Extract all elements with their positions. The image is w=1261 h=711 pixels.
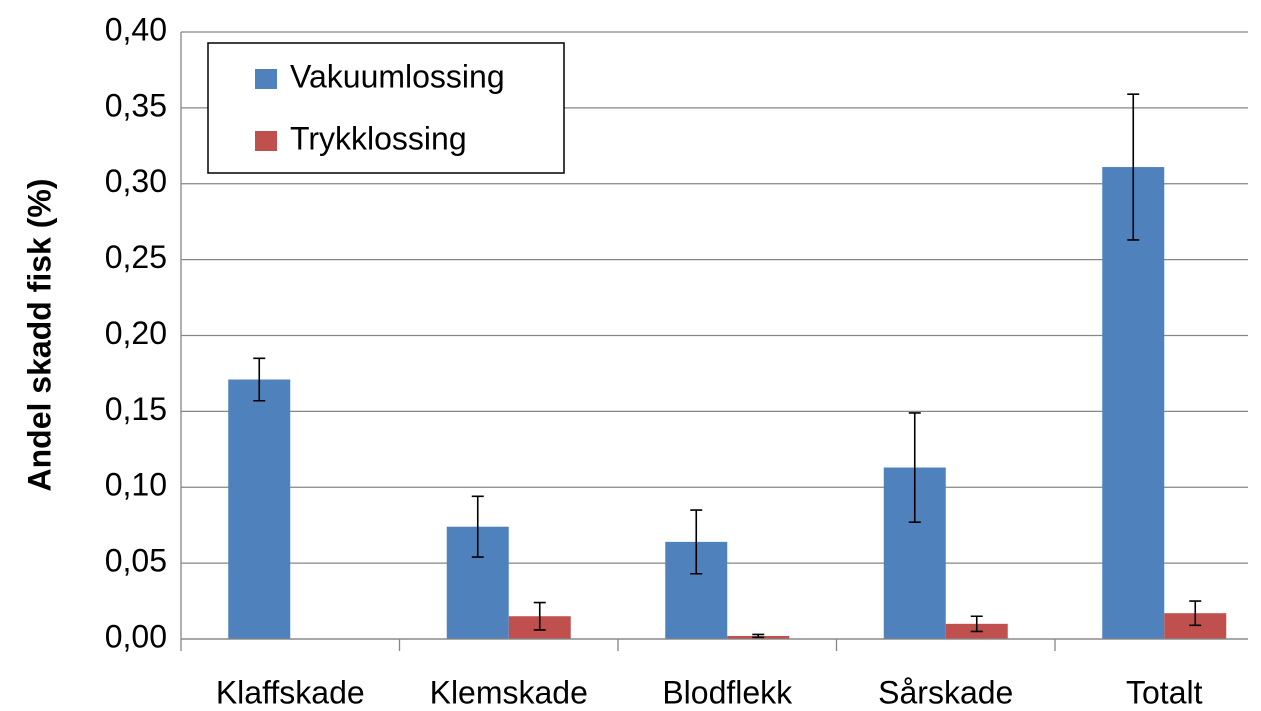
x-tick-label: Klaffskade [216, 674, 365, 710]
y-tick-label: 0,15 [105, 391, 167, 427]
error-bar [1127, 93, 1140, 241]
legend-swatch [255, 131, 277, 151]
x-tick-label: Totalt [1126, 674, 1203, 710]
y-tick-label: 0,25 [105, 239, 167, 275]
y-tick-label: 0,35 [105, 87, 167, 123]
y-tick-label: 0,40 [105, 11, 167, 47]
error-bar [908, 412, 921, 523]
legend-swatch [255, 69, 277, 89]
error-bar [253, 357, 266, 402]
error-bar [690, 509, 703, 575]
bar [1102, 167, 1165, 639]
error-bar [752, 633, 765, 639]
x-tick-label: Klemskade [430, 674, 588, 710]
legend-label: Trykklossing [290, 120, 467, 156]
y-tick-label: 0,20 [105, 315, 167, 351]
y-tick-label: 0,05 [105, 543, 167, 579]
error-bar [1189, 600, 1202, 627]
x-tick-label: Blodflekk [662, 674, 793, 710]
error-bar [533, 601, 546, 631]
error-bar [471, 495, 484, 558]
y-tick-label: 0,00 [105, 618, 167, 654]
y-tick-label: 0,10 [105, 467, 167, 503]
x-tick-label: Sårskade [878, 674, 1013, 710]
y-axis-title: Andel skadd fisk (%) [21, 179, 57, 492]
legend-box [207, 42, 565, 174]
error-bar [970, 615, 983, 633]
legend-label: Vakuumlossing [290, 58, 505, 94]
y-tick-label: 0,30 [105, 163, 167, 199]
bar [228, 379, 291, 639]
